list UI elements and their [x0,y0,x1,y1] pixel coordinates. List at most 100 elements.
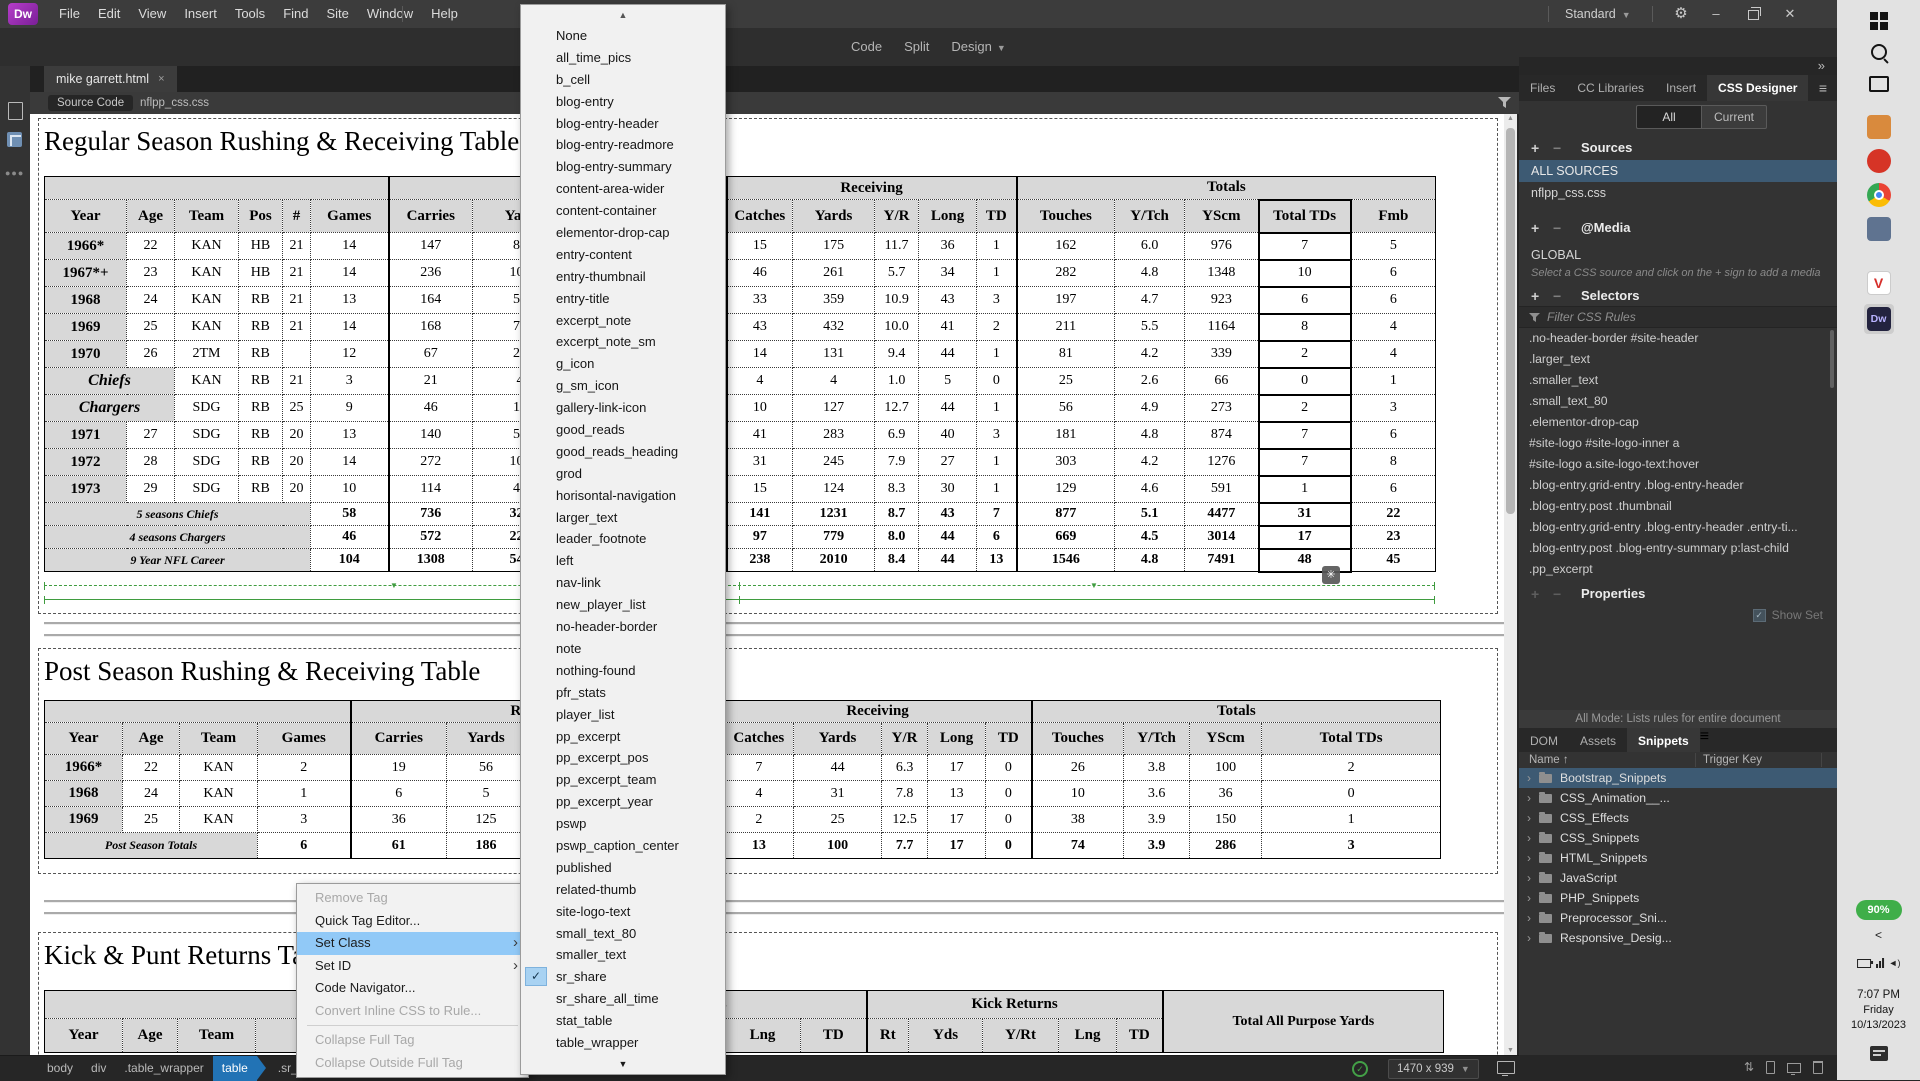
table-cell[interactable]: 7 [1259,449,1351,476]
snippet-folder-row[interactable]: ›CSS_Effects [1519,808,1837,828]
panel-menu-icon[interactable]: ≡ [1819,75,1837,101]
table-cell[interactable]: 286 [1190,833,1262,859]
table-cell[interactable]: 147 [389,233,473,260]
table-cell[interactable]: 4.8 [1115,422,1185,449]
class-option-entry-thumbnail[interactable]: entry-thumbnail [521,266,725,288]
scrollbar-thumb[interactable] [1506,128,1515,514]
clock[interactable]: 7:07 PM Friday 10/13/2023 [1837,988,1920,1033]
table-cell[interactable]: 6.3 [882,755,928,781]
table-cell[interactable]: 877 [1017,503,1115,526]
tag-chip-table[interactable]: table [213,1056,257,1081]
windows-start-icon[interactable] [1870,12,1888,30]
table-cell[interactable]: 30 [919,476,977,503]
scroll-up-icon[interactable]: ▲ [1504,115,1517,122]
close-tab-icon[interactable]: × [158,66,164,92]
table-cell[interactable]: 282 [1017,260,1115,287]
table-cell[interactable]: 12.5 [882,807,928,833]
table-cell[interactable]: 273 [1185,395,1259,422]
table-cell[interactable]: 9.4 [875,341,919,368]
table-cell[interactable]: 66 [1185,368,1259,395]
table-cell[interactable]: 236 [389,260,473,287]
source-item-css-file[interactable]: nflpp_css.css [1519,182,1837,204]
table-cell[interactable]: 43 [727,314,793,341]
table-cell[interactable]: 31 [727,449,793,476]
table-cell[interactable]: 8.7 [875,503,919,526]
table-cell[interactable]: 2.6 [1115,368,1185,395]
v-app-icon[interactable]: V [1864,268,1894,298]
table-cell[interactable]: 3 [1351,395,1436,422]
table-cell[interactable]: 1 [977,476,1017,503]
panel-tab-files[interactable]: Files [1519,75,1566,101]
table-cell[interactable]: KAN [175,260,239,287]
snippet-folder-row[interactable]: ›CSS_Snippets [1519,828,1837,848]
table-cell[interactable]: 4.9 [1115,395,1185,422]
table-cell[interactable]: 56 [447,755,526,781]
remove-selector-icon[interactable]: − [1553,286,1561,306]
class-option-good_reads[interactable]: good_reads [521,419,725,441]
table-cell[interactable]: 21 [283,233,311,260]
class-option-left[interactable]: left [521,550,725,572]
workspace-switcher[interactable]: Standard▼ [1565,0,1631,28]
code-view-button[interactable]: Code [840,28,893,66]
table-cell[interactable]: 124 [793,476,875,503]
table-cell[interactable]: RB [239,476,283,503]
table-cell[interactable]: RB [239,449,283,476]
class-option-small_text_80[interactable]: small_text_80 [521,923,725,945]
table-cell[interactable]: 31 [1259,503,1351,526]
table-cell[interactable]: 432 [793,314,875,341]
class-option-content-area-wider[interactable]: content-area-wider [521,178,725,200]
table-cell[interactable]: 736 [389,503,473,526]
remove-source-icon[interactable]: − [1553,138,1561,158]
table-cell[interactable]: 100 [794,833,882,859]
table-cell[interactable]: 6.9 [875,422,919,449]
table-cell[interactable]: 25 [283,395,311,422]
css-selector-item[interactable]: .blog-entry.post .blog-entry-summary p:l… [1519,538,1837,559]
show-set-toggle[interactable]: ✓ Show Set [1753,608,1823,622]
menu-file[interactable]: File [50,0,89,28]
selectors-scrollbar[interactable] [1830,330,1834,388]
expander-icon[interactable]: › [1527,771,1531,785]
table-cell[interactable]: 13 [928,781,986,807]
table-cell[interactable]: 4 [727,368,793,395]
table-cell[interactable]: 3.8 [1124,755,1190,781]
expander-icon[interactable]: › [1527,811,1531,825]
expander-icon[interactable]: › [1527,791,1531,805]
snippet-folder-row[interactable]: ›HTML_Snippets [1519,848,1837,868]
table-cell[interactable]: 3 [311,368,389,395]
table-cell[interactable]: 23 [1351,526,1436,549]
table-cell[interactable]: 168 [389,314,473,341]
table-cell[interactable]: HB [239,260,283,287]
table-cell[interactable]: 4.6 [1115,476,1185,503]
scroll-down-icon[interactable]: ▼ [521,1054,725,1074]
table-cell[interactable]: 6 [1351,260,1436,287]
table-cell[interactable]: 1 [977,395,1017,422]
table-cell[interactable]: 13 [724,833,794,859]
remove-media-icon[interactable]: − [1553,218,1561,238]
class-option-nav-link[interactable]: nav-link [521,572,725,594]
table-cell[interactable]: 8.3 [875,476,919,503]
table-cell[interactable]: 7.9 [875,449,919,476]
table-cell[interactable]: 4.5 [1115,526,1185,549]
table-cell[interactable]: 1308 [389,549,473,572]
row-label-cell[interactable]: 9 Year NFL Career [45,549,311,572]
table-cell[interactable]: SDG [175,395,239,422]
table-cell[interactable]: 10 [727,395,793,422]
snippet-folder-row[interactable]: ›JavaScript [1519,868,1837,888]
row-label-cell[interactable]: 1971 [45,422,127,449]
table-cell[interactable]: 4.7 [1115,287,1185,314]
table-cell[interactable]: 0 [986,807,1032,833]
table-width-menu-icon[interactable]: ▼ [1090,582,1098,590]
snippet-folder-row[interactable]: ›PHP_Snippets [1519,888,1837,908]
table-cell[interactable]: 46 [727,260,793,287]
table-cell[interactable]: 2TM [175,341,239,368]
table-cell[interactable]: 46 [311,526,389,549]
table-cell[interactable]: 44 [794,755,882,781]
class-option-elementor-drop-cap[interactable]: elementor-drop-cap [521,222,725,244]
class-option-all_time_pics[interactable]: all_time_pics [521,47,725,69]
restore-button[interactable] [1735,0,1771,28]
table-cell[interactable]: 6 [1351,422,1436,449]
table-cell[interactable]: SDG [175,476,239,503]
table-cell[interactable]: 779 [793,526,875,549]
design-view-canvas[interactable]: Regular Season Rushing & Receiving Table… [30,114,1504,1055]
table-cell[interactable]: 923 [1185,287,1259,314]
